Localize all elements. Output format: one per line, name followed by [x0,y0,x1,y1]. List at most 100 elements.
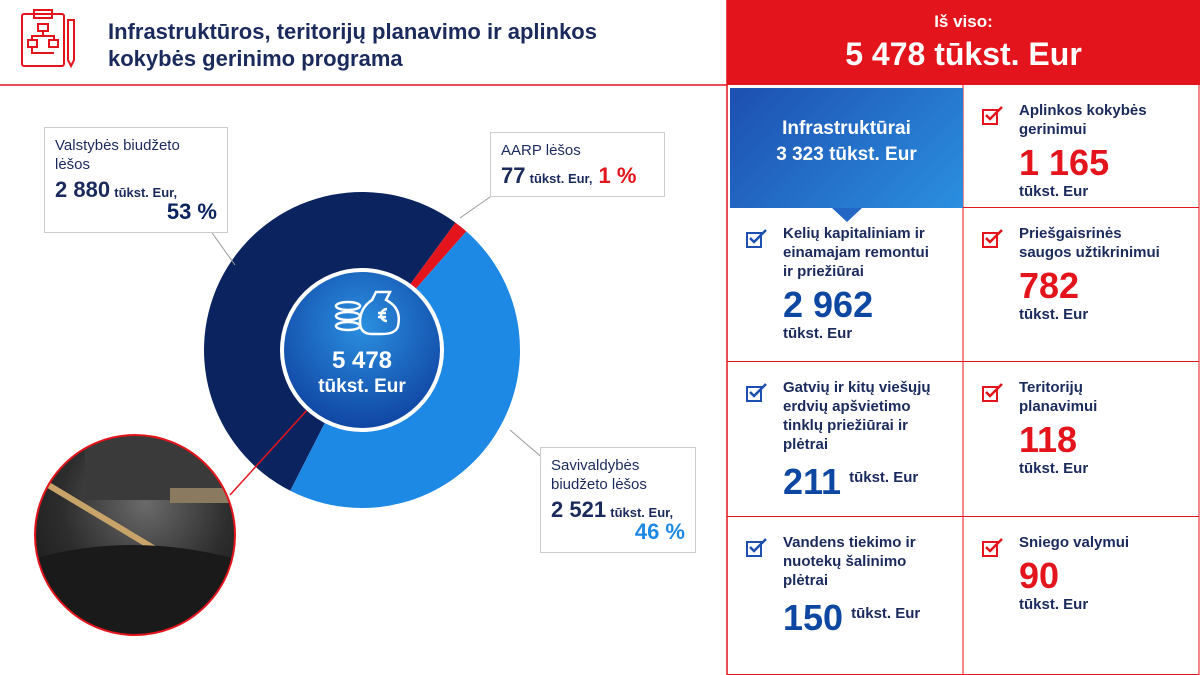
segment-name: Valstybės biudžeto [55,137,180,154]
segment-name: lėšos [55,156,91,173]
item-amount-row: 118 [1019,420,1191,460]
item-amount: 782 [1019,265,1080,306]
budget-item: Vandens tiekimo ir nuotekų šalinimo plėtra… [727,517,963,675]
item-amount: 1 165 [1019,142,1110,183]
checkbox-icon [982,106,1003,125]
item-label-line: nuotekų šalinimo [783,553,907,570]
title-line: kokybės gerinimo programa [108,46,403,71]
infrastructure-box: Infrastruktūrai 3 323 tūkst. Eur [730,88,963,208]
header-icon [21,9,75,69]
budget-item: Aplinkos kokybės gerinimui 1 165 tūkst. Eur [963,85,1199,208]
checkbox-icon [982,229,1003,248]
segment-label-box: Savivaldybės biudžeto lėšos 2 521 tūkst. E… [540,447,696,553]
item-amount-row: 1 165 [1019,143,1191,183]
checkbox-icon [982,383,1003,402]
checkbox-icon [746,229,767,248]
segment-unit: tūkst. Eur, [529,171,593,186]
segment-figures: 2 880 tūkst. Eur, [55,177,217,202]
item-label-line: tinklų priežiūrai ir [783,417,909,434]
item-label-line: planavimui [1019,398,1098,415]
item-label: Priešgaisrinės saugos užtikrinimui [1019,224,1191,262]
checkbox-tick [985,229,1003,244]
item-label: Aplinkos kokybės gerinimui [1019,101,1191,139]
checkbox-tick [749,383,767,398]
checkbox-frame [746,541,762,557]
center-amount: 5 478 [332,347,392,374]
segment-value: 2 880 [55,177,111,202]
item-label-line: erdvių apšvietimo [783,398,911,415]
segment-percent: 1 % [598,163,637,188]
item-amount-row: 150 tūkst. Eur [783,594,955,638]
item-unit: tūkst. Eur [1019,183,1089,200]
item-label: Sniego valymui [1019,533,1191,552]
total-box: Iš viso: 5 478 tūkst. Eur [727,0,1200,85]
item-label: Teritorijų planavimui [1019,378,1191,416]
checkbox-icon [746,383,767,402]
item-amount: 118 [1019,419,1078,460]
item-unit: tūkst. Eur [849,469,919,486]
total-amount: 5 478 tūkst. Eur [845,36,1082,72]
item-amount-row: 90 [1019,556,1191,596]
segment-name: Savivaldybės [551,457,640,474]
infrastructure-amount: 3 323 tūkst. Eur [776,144,917,165]
photo-connector [229,397,319,496]
item-label-line: einamajam remontui [783,244,929,261]
item-unit: tūkst. Eur [1019,306,1089,323]
checkbox-icon [746,538,767,557]
item-amount: 150 [783,597,844,638]
center-disc [280,268,444,432]
item-label-line: Sniego valymui [1019,534,1130,551]
budget-item: Kelių kapitaliniam ir einamajam remontui i… [727,208,963,362]
item-unit: tūkst. Eur [1019,460,1089,477]
item-amount: 2 962 [783,284,874,325]
segment-unit: tūkst. Eur, [610,505,674,520]
segment-percent-row: 46 % [551,519,685,544]
center-unit: tūkst. Eur [318,376,406,397]
item-amount-row: 2 962 [783,285,955,325]
checkbox-frame [746,232,762,248]
checkbox-frame [982,386,998,402]
segment-figures: 77 tūkst. Eur, 1 % [501,163,654,188]
item-label-line: Priešgaisrinės [1019,225,1122,242]
item-amount: 90 [1019,555,1060,596]
segment-percent-row: 53 % [55,201,217,224]
segment-unit: tūkst. Eur, [114,185,178,200]
title-line: Infrastruktūros, teritorijų planavimo ir… [108,19,597,44]
item-unit: tūkst. Eur [1019,596,1089,613]
checkbox-frame [982,541,998,557]
checkbox-tick [985,538,1003,553]
item-unit: tūkst. Eur [851,605,921,622]
budget-item: Sniego valymui 90 tūkst. Eur [963,517,1199,675]
item-label-line: plėtrai [783,572,829,589]
segment-percent: 46 % [634,519,685,544]
item-label-line: gerinimui [1019,121,1087,138]
segment-label-box: Valstybės biudžeto lėšos 2 880 tūkst. Eur,… [44,127,228,233]
segment-label-box: AARP lėšos 77 tūkst. Eur, 1 % [490,132,665,197]
item-label-line: Kelių kapitaliniam ir [783,225,925,242]
checkbox-tick [985,106,1003,121]
item-unit: tūkst. Eur [783,325,853,342]
checkbox-frame [982,232,998,248]
checkbox-tick [985,383,1003,398]
total-label: Iš viso: [934,12,993,31]
item-label: Vandens tiekimo ir nuotekų šalinimo plėtra… [783,533,955,590]
segment-value: 77 [501,163,526,188]
budget-item: Priešgaisrinės saugos užtikrinimui 782 tūks… [963,208,1199,362]
budget-item: Teritorijų planavimui 118 tūkst. Eur [963,362,1199,517]
photo [34,434,236,636]
item-amount-row: 782 [1019,266,1191,306]
item-label: Kelių kapitaliniam ir einamajam remontui i… [783,224,955,281]
item-label-line: plėtrai [783,436,829,453]
item-label-line: Gatvių ir kitų viešųjų [783,379,931,396]
budget-item: Gatvių ir kitų viešųjų erdvių apšvietimo t… [727,362,963,517]
segment-name: AARP lėšos [501,142,581,159]
segment-value: 2 521 [551,497,607,522]
checkbox-frame [982,109,998,125]
item-label-line: ir priežiūrai [783,263,864,280]
item-label-line: Teritorijų [1019,379,1083,396]
checkbox-frame [746,386,762,402]
title: Infrastruktūros, teritorijų planavimo ir… [108,18,597,72]
checkbox-icon [982,538,1003,557]
